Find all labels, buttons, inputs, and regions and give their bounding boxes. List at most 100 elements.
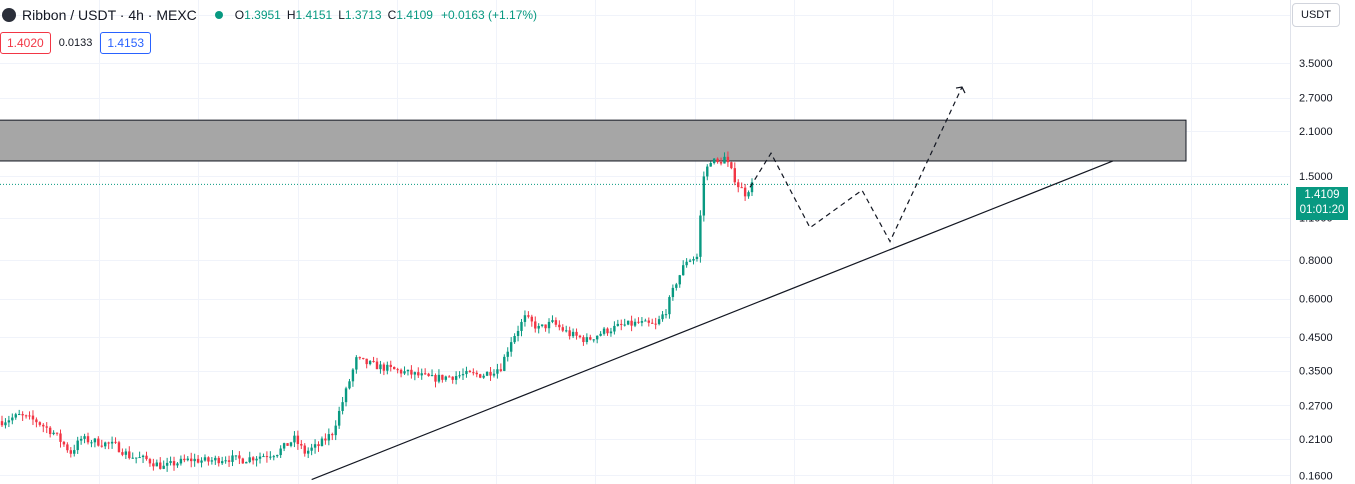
candle-body: [300, 443, 303, 446]
candle-body: [231, 455, 234, 462]
candle-body: [207, 457, 210, 462]
candle-body: [128, 451, 131, 459]
price-tick-label: 0.4500: [1299, 332, 1333, 344]
candle-body: [733, 168, 736, 183]
candle-body: [248, 457, 251, 463]
candle-body: [276, 455, 279, 457]
bid-price[interactable]: 1.4020: [0, 32, 51, 54]
candle-body: [520, 321, 523, 331]
candle-body: [121, 452, 124, 455]
price-axis[interactable]: 5.00003.50002.70002.10001.50001.10000.80…: [1299, 10, 1333, 482]
candle-body: [565, 330, 568, 332]
candle-body: [313, 444, 317, 448]
candle-body: [554, 320, 558, 325]
candle-body: [465, 370, 468, 375]
candle-body: [437, 374, 441, 382]
candle-body: [382, 364, 386, 371]
candle-body: [38, 422, 42, 425]
ask-price[interactable]: 1.4153: [100, 32, 152, 54]
candle-body: [107, 442, 110, 444]
candle-body: [492, 373, 496, 376]
grid-lines: [0, 0, 1291, 484]
candle-body: [134, 457, 138, 459]
candle-body: [561, 327, 564, 331]
candle-body: [365, 358, 368, 365]
candle-body: [76, 440, 79, 451]
candle-body: [609, 331, 613, 334]
candle-body: [534, 321, 537, 329]
candle-body: [595, 335, 599, 340]
candle-body: [286, 443, 289, 446]
candle-body: [227, 460, 231, 462]
candle-body: [334, 425, 337, 436]
candle-body: [719, 162, 723, 164]
candle-body: [31, 415, 35, 420]
quote-row: 1.4020 0.0133 1.4153: [0, 32, 152, 54]
price-tick-label: 0.2700: [1299, 400, 1333, 412]
candle-body: [678, 275, 681, 285]
candle-body: [145, 455, 148, 460]
candle-body: [351, 369, 355, 382]
candle-body: [647, 320, 650, 323]
candle-body: [0, 421, 4, 426]
candle-body: [651, 322, 654, 324]
candle-body: [489, 371, 492, 376]
candle-body: [661, 314, 664, 320]
candle-body: [7, 420, 11, 423]
candle-body: [372, 361, 375, 363]
candle-body: [695, 256, 699, 260]
candle-body: [671, 287, 675, 298]
candle-body: [585, 337, 589, 343]
price-tick-label: 1.5000: [1299, 171, 1333, 183]
candle-body: [537, 325, 540, 329]
candle-body: [296, 435, 300, 444]
trendline[interactable]: [311, 160, 1114, 481]
candle-body: [699, 215, 702, 257]
candle-body: [73, 450, 76, 454]
candle-body: [692, 259, 695, 261]
candle-body: [159, 462, 162, 469]
candle-body: [640, 321, 644, 323]
candle-body: [11, 417, 14, 421]
candle-body: [324, 438, 327, 441]
price-tick-label: 2.1000: [1299, 126, 1333, 138]
candle-body: [241, 458, 245, 464]
candle-body: [396, 369, 399, 371]
candle-body: [726, 156, 730, 163]
candle-body: [4, 422, 7, 426]
candle-body: [740, 187, 743, 189]
spread-value: 0.0133: [58, 37, 93, 49]
price-tick-label: 2.7000: [1299, 93, 1333, 105]
candle-body: [444, 376, 448, 380]
candle-body: [272, 456, 275, 458]
candle-body: [344, 388, 348, 403]
candle-body: [589, 337, 592, 340]
candle-body: [169, 461, 172, 463]
price-tick-label: 0.1600: [1299, 470, 1333, 482]
projection-path[interactable]: [749, 86, 963, 243]
candle-body: [620, 323, 623, 325]
candle-body: [668, 297, 671, 315]
candle-body: [747, 192, 750, 197]
candle-body: [79, 438, 83, 441]
currency-button[interactable]: USDT: [1292, 3, 1340, 27]
candle-body: [186, 458, 189, 461]
candle-body: [496, 369, 499, 374]
candle-body: [558, 324, 561, 328]
candle-body: [42, 424, 45, 427]
candle-body: [723, 156, 726, 164]
candle-body: [110, 441, 114, 444]
candle-body: [183, 458, 186, 461]
candle-body: [162, 465, 165, 469]
ohlc-close: C1.4109: [387, 8, 433, 22]
candle-body: [513, 335, 516, 343]
last-price-label: 1.4109 01:01:20: [1296, 187, 1348, 220]
symbol-title[interactable]: Ribbon / USDT · 4h · MEXC: [22, 7, 197, 23]
candle-body: [368, 361, 372, 365]
candle-body: [475, 372, 478, 375]
candle-body: [482, 375, 485, 378]
resistance-zone[interactable]: [0, 119, 1187, 162]
candle-body: [592, 339, 595, 341]
projection-arrowhead: [955, 86, 966, 94]
